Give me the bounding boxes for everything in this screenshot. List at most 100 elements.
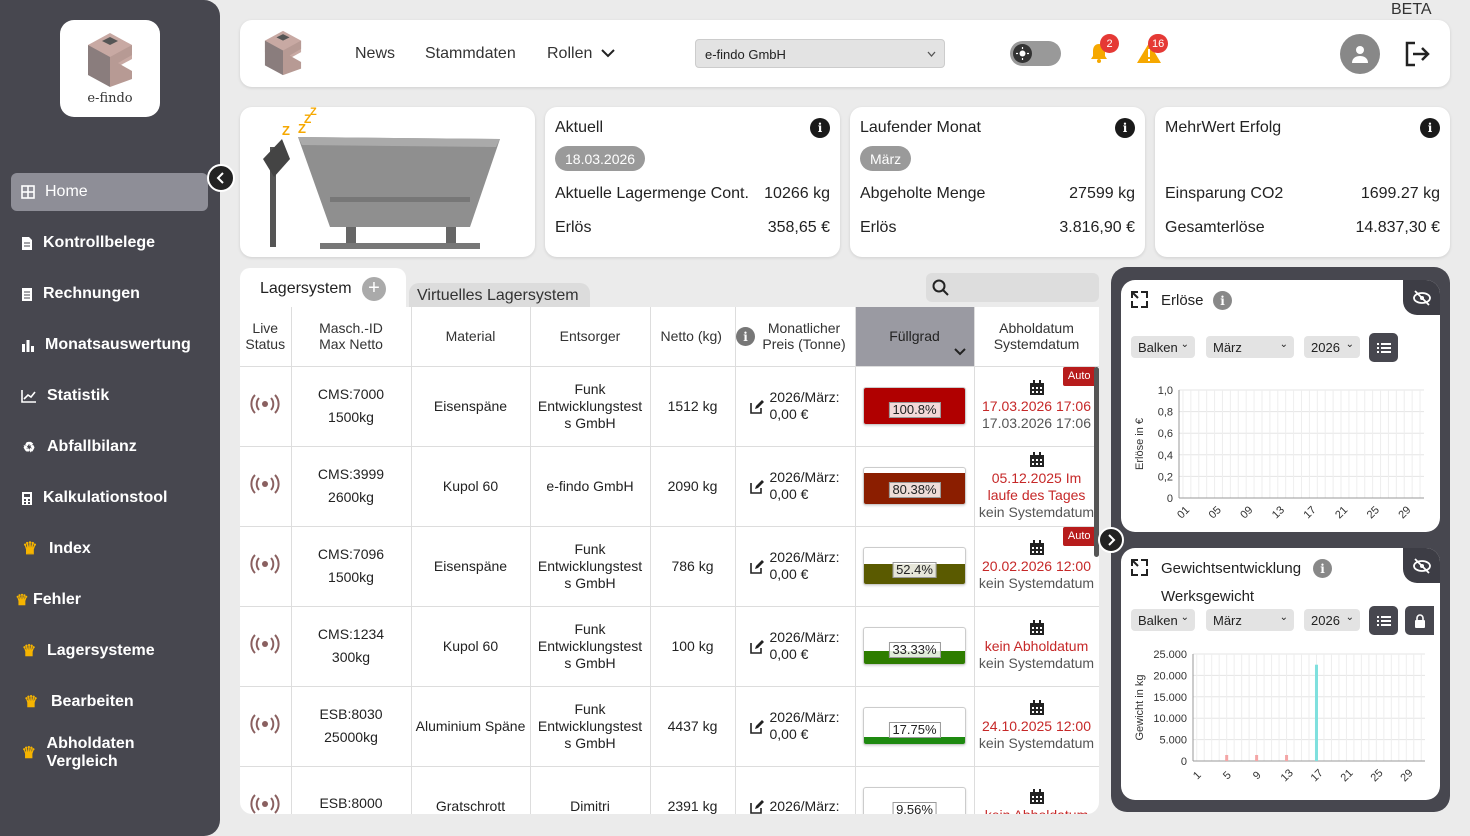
chart-title: Erlöse — [1161, 292, 1204, 309]
info-icon[interactable]: i — [1213, 291, 1232, 310]
edit-icon[interactable] — [749, 479, 764, 494]
sidebar-item-abfallbilanz[interactable]: ♻ Abfallbilanz — [11, 428, 208, 466]
company-select[interactable]: e-findo GmbH — [695, 39, 945, 68]
header-live-status[interactable]: Live Status — [240, 307, 292, 367]
sidebar-item-fehler[interactable]: ♛ Fehler — [11, 581, 208, 619]
topbar-logo-icon[interactable] — [260, 28, 306, 78]
sidebar-item-monatsauswertung[interactable]: Monatsauswertung — [11, 326, 208, 364]
theme-toggle[interactable] — [1010, 41, 1061, 66]
container-image-card: Z Z Z Z — [240, 107, 535, 257]
header-fuellgrad[interactable]: Füllgrad — [855, 307, 975, 367]
card-laufender-monat: Laufender Monat i März Abgeholte Menge 27… — [850, 107, 1145, 257]
info-icon[interactable]: i — [736, 327, 755, 346]
logo-text: e-findo — [87, 91, 133, 106]
expand-icon[interactable] — [1131, 559, 1148, 576]
sun-icon — [1013, 44, 1032, 63]
systemdatum: kein Systemdatum — [978, 575, 1095, 591]
month-select[interactable]: März ⌄ — [1206, 336, 1294, 358]
svg-text:Z: Z — [310, 107, 317, 118]
tab-virtuelles-lagersystem[interactable]: Virtuelles Lagersystem — [409, 283, 590, 308]
nav-rollen[interactable]: Rollen — [547, 45, 615, 63]
table-row[interactable]: CMS:1234 300kg Kupol 60 Funk Entwicklungs… — [240, 606, 1099, 687]
calendar-icon[interactable] — [1029, 620, 1045, 636]
sidebar-item-kontrollbelege[interactable]: Kontrollbelege — [11, 224, 208, 262]
hide-chart-button[interactable] — [1403, 548, 1440, 583]
sidebar-item-rechnungen[interactable]: Rechnungen — [11, 275, 208, 313]
hide-chart-button[interactable] — [1403, 280, 1440, 315]
masch-id-cell: CMS:7000 1500kg — [291, 366, 412, 447]
abholdatum: 24.10.2025 12:00 — [982, 718, 1091, 734]
tab-lagersystem[interactable]: Lagersystem + — [240, 268, 406, 308]
signal-icon[interactable] — [250, 634, 280, 654]
chevron-down-icon — [953, 347, 966, 355]
sidebar-item-index[interactable]: ♛ Index — [11, 530, 208, 568]
logout-button[interactable] — [1403, 40, 1431, 73]
calendar-icon[interactable] — [1029, 788, 1045, 805]
edit-icon[interactable] — [749, 719, 764, 734]
table-row[interactable]: CMS:7096 1500kg Eisenspäne Funk Entwicklu… — [240, 526, 1099, 607]
list-view-button[interactable] — [1369, 333, 1398, 362]
edit-icon[interactable] — [749, 799, 764, 814]
info-icon[interactable]: i — [1115, 118, 1135, 138]
signal-icon[interactable] — [250, 394, 280, 414]
header-masch-id[interactable]: Masch.-ID Max Netto — [291, 307, 412, 367]
crown-icon: ♛ — [15, 592, 29, 609]
list-view-button[interactable] — [1369, 606, 1398, 635]
calendar-icon[interactable] — [1029, 540, 1045, 556]
warning-button[interactable] — [1136, 42, 1162, 69]
calendar-icon[interactable] — [1029, 451, 1045, 468]
header-material[interactable]: Material — [411, 307, 531, 367]
search-input[interactable] — [926, 273, 1099, 302]
edit-icon[interactable] — [749, 399, 764, 414]
lock-button[interactable] — [1405, 606, 1434, 635]
sidebar-item-abholdaten-vergleich[interactable]: ♛ Abholdaten Vergleich — [11, 734, 208, 772]
systemdatum: kein Systemdatum — [978, 503, 1095, 520]
live-status-cell — [240, 686, 292, 767]
sidebar-item-lagersysteme[interactable]: ♛ Lagersysteme — [11, 632, 208, 670]
table-row[interactable]: CMS:7000 1500kg Eisenspäne Funk Entwicklu… — [240, 366, 1099, 447]
chart-type-select[interactable]: Balken ⌄ — [1131, 609, 1195, 631]
netto-cell: 4437 kg — [650, 686, 736, 767]
info-icon[interactable]: i — [810, 118, 830, 138]
table-row[interactable]: ESB:8030 25000kg Aluminium Späne Funk Ent… — [240, 686, 1099, 767]
sidebar-item-bearbeiten[interactable]: ♛ Bearbeiten — [11, 683, 208, 721]
chart-type-select[interactable]: Balken ⌄ — [1131, 336, 1195, 358]
header-netto[interactable]: Netto (kg) i — [650, 307, 755, 367]
signal-icon[interactable] — [250, 474, 280, 494]
edit-icon[interactable] — [749, 639, 764, 654]
table-row[interactable]: ESB:8000 Gratschrott Dimitri 2391 kg 202… — [240, 766, 1099, 814]
edit-icon[interactable] — [749, 559, 764, 574]
sidebar-item-statistik[interactable]: Statistik — [11, 377, 208, 415]
month-select[interactable]: März ⌄ — [1206, 609, 1294, 631]
calendar-icon[interactable] — [1029, 700, 1045, 716]
max-netto: 1500kg — [328, 409, 374, 425]
year-select[interactable]: 2026 ⌄ — [1304, 336, 1360, 358]
avatar[interactable] — [1340, 34, 1380, 74]
sidebar-item-kalkulationstool[interactable]: Kalkulationstool — [11, 479, 208, 517]
abholdatum: 17.03.2026 17:06 — [982, 398, 1091, 414]
expand-icon[interactable] — [1131, 291, 1148, 308]
header-entsorger[interactable]: Entsorger — [530, 307, 651, 367]
panel-toggle-button[interactable] — [1098, 527, 1124, 553]
nav-news[interactable]: News — [355, 45, 396, 62]
tab-label: Virtuelles Lagersystem — [417, 287, 579, 304]
header-abholdatum[interactable]: Abholdatum Systemdatum — [974, 307, 1099, 367]
table-scrollbar[interactable] — [1094, 367, 1099, 557]
header-preis[interactable]: Monatlicher Preis (Tonne) — [735, 307, 856, 367]
nav-stammdaten[interactable]: Stammdaten — [425, 45, 516, 62]
preis-month: 2026/März: — [769, 797, 840, 814]
signal-icon[interactable] — [250, 554, 280, 574]
info-icon[interactable]: i — [1313, 559, 1332, 578]
signal-icon[interactable] — [250, 714, 280, 734]
max-netto: 2600kg — [328, 489, 374, 505]
sidebar-item-home[interactable]: Home — [11, 173, 208, 211]
logo[interactable]: e-findo — [60, 20, 160, 117]
calendar-icon[interactable] — [1029, 380, 1045, 396]
info-icon[interactable]: i — [1420, 118, 1440, 138]
signal-icon[interactable] — [250, 794, 280, 814]
table-row[interactable]: CMS:3999 2600kg Kupol 60 e-findo GmbH 209… — [240, 446, 1099, 527]
year-select[interactable]: 2026 ⌄ — [1304, 609, 1360, 631]
user-icon — [1352, 46, 1368, 63]
add-icon[interactable]: + — [362, 277, 386, 301]
sidebar-collapse-button[interactable] — [207, 164, 235, 192]
